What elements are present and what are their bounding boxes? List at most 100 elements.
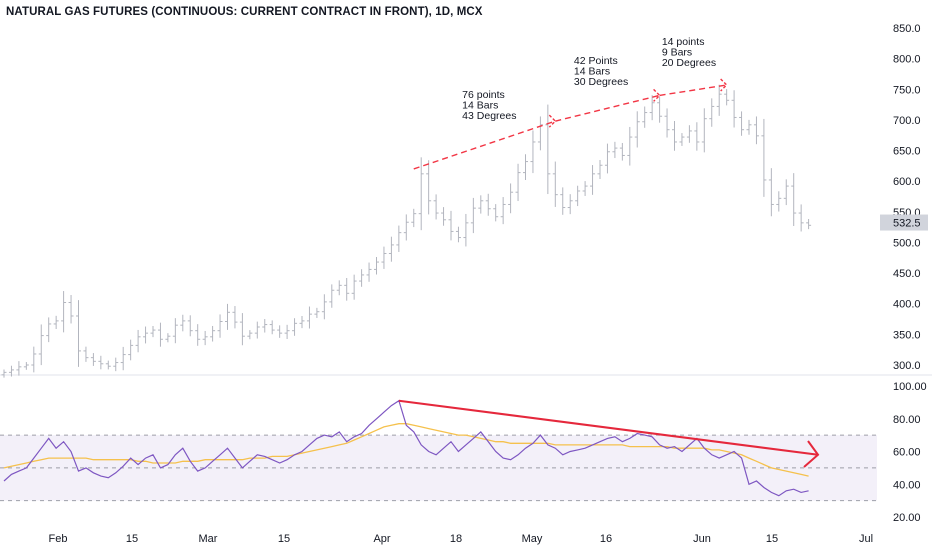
time-tick-label: 15 [766, 533, 778, 545]
time-tick-label: Jul [859, 533, 873, 545]
price-bar [61, 291, 67, 333]
price-bar [90, 353, 96, 366]
price-bar [239, 313, 245, 346]
price-bar [46, 317, 52, 343]
price-bar [8, 365, 14, 377]
price-bar [806, 219, 812, 230]
price-bar [783, 179, 789, 206]
price-bar [247, 330, 253, 340]
annotation-2-line-3: 30 Degrees [574, 76, 628, 88]
rsi-divergence-line [398, 399, 819, 456]
price-bar [619, 142, 625, 161]
rsi-pane [0, 399, 877, 502]
price-bar [642, 106, 648, 128]
price-bar [791, 173, 797, 226]
last-price-badge [880, 214, 928, 231]
price-bar [329, 284, 335, 308]
time-tick-label: May [522, 533, 543, 545]
price-bar [1, 369, 7, 378]
price-bar [493, 204, 499, 222]
price-bar [724, 89, 730, 106]
price-bar [210, 325, 216, 342]
price-tick-label: 300.0 [893, 360, 921, 372]
annotation-2-line-2: 14 Bars [574, 66, 610, 78]
price-bar [552, 161, 558, 207]
price-bar [463, 213, 469, 247]
annotation-2-line-1: 42 Points [574, 55, 618, 67]
rsi-tick-label: 60.00 [893, 447, 921, 459]
axes: 300.0350.0400.0450.0500.0550.0600.0650.0… [49, 23, 928, 545]
trend-arrowhead-2 [653, 88, 661, 102]
price-bar [53, 315, 59, 330]
annotation-1-line-1: 76 points [462, 89, 505, 101]
price-bar [31, 346, 37, 373]
price-bar [254, 321, 260, 339]
rsi-tick-label: 80.00 [893, 414, 921, 426]
price-bar [411, 208, 417, 228]
price-tick-label: 350.0 [893, 329, 921, 341]
price-bar [172, 318, 178, 344]
price-bar [590, 165, 596, 195]
time-tick-label: Jun [693, 533, 711, 545]
price-bar [98, 355, 104, 370]
price-bar [448, 210, 454, 241]
annotation-1-line-2: 14 Bars [462, 100, 498, 112]
price-bar [582, 181, 588, 196]
price-tick-label: 800.0 [893, 54, 921, 66]
price-tick-label: 850.0 [893, 23, 921, 35]
price-bar [753, 116, 759, 145]
price-tick-label: 600.0 [893, 176, 921, 188]
price-bar [686, 125, 692, 143]
time-tick-label: 15 [278, 533, 290, 545]
price-bar [284, 324, 290, 340]
price-bar [739, 111, 745, 136]
price-bars [1, 84, 812, 378]
price-bar [232, 306, 238, 329]
price-bar [403, 214, 409, 241]
price-bar [470, 197, 476, 234]
price-bar [366, 262, 372, 282]
price-bar [292, 318, 298, 336]
price-bar [83, 346, 89, 362]
price-bar [545, 104, 551, 195]
price-bar [694, 122, 700, 151]
price-bar [359, 269, 365, 287]
price-bar [433, 194, 439, 220]
price-tick-label: 500.0 [893, 237, 921, 249]
price-bar [776, 191, 782, 212]
price-bar [634, 111, 640, 148]
price-tick-label: 400.0 [893, 299, 921, 311]
price-bar [16, 361, 22, 376]
price-bar [523, 154, 528, 180]
time-tick-label: Feb [49, 533, 68, 545]
price-tick-label: 750.0 [893, 84, 921, 96]
chart-title: NATURAL GAS FUTURES (CONTINUOUS: CURRENT… [6, 6, 483, 18]
price-bar [157, 322, 163, 347]
price-bar [76, 300, 81, 367]
trend-line-3 [659, 84, 727, 97]
price-bar [306, 306, 312, 329]
trend-arrowhead-3 [720, 78, 728, 92]
price-bar [128, 339, 134, 361]
rsi-tick-label: 40.00 [893, 479, 921, 491]
trend-line-2 [555, 94, 660, 122]
price-tick-label: 700.0 [893, 115, 921, 127]
price-bar [768, 168, 774, 217]
price-bar [374, 256, 379, 275]
price-bar [321, 294, 327, 320]
rsi-line [3, 399, 809, 497]
annotation-3-line-3: 20 Degrees [662, 57, 716, 69]
price-bar [262, 319, 268, 333]
price-bar [604, 143, 610, 174]
price-bar [120, 346, 126, 371]
price-bar [143, 326, 149, 344]
annotation-3-line-1: 14 points [662, 36, 705, 48]
price-bar [314, 307, 320, 318]
price-bar [418, 157, 424, 231]
annotation-1-line-3: 43 Degrees [462, 110, 516, 122]
price-bar [716, 84, 722, 116]
price-tick-label: 450.0 [893, 268, 921, 280]
price-bar [627, 126, 633, 166]
